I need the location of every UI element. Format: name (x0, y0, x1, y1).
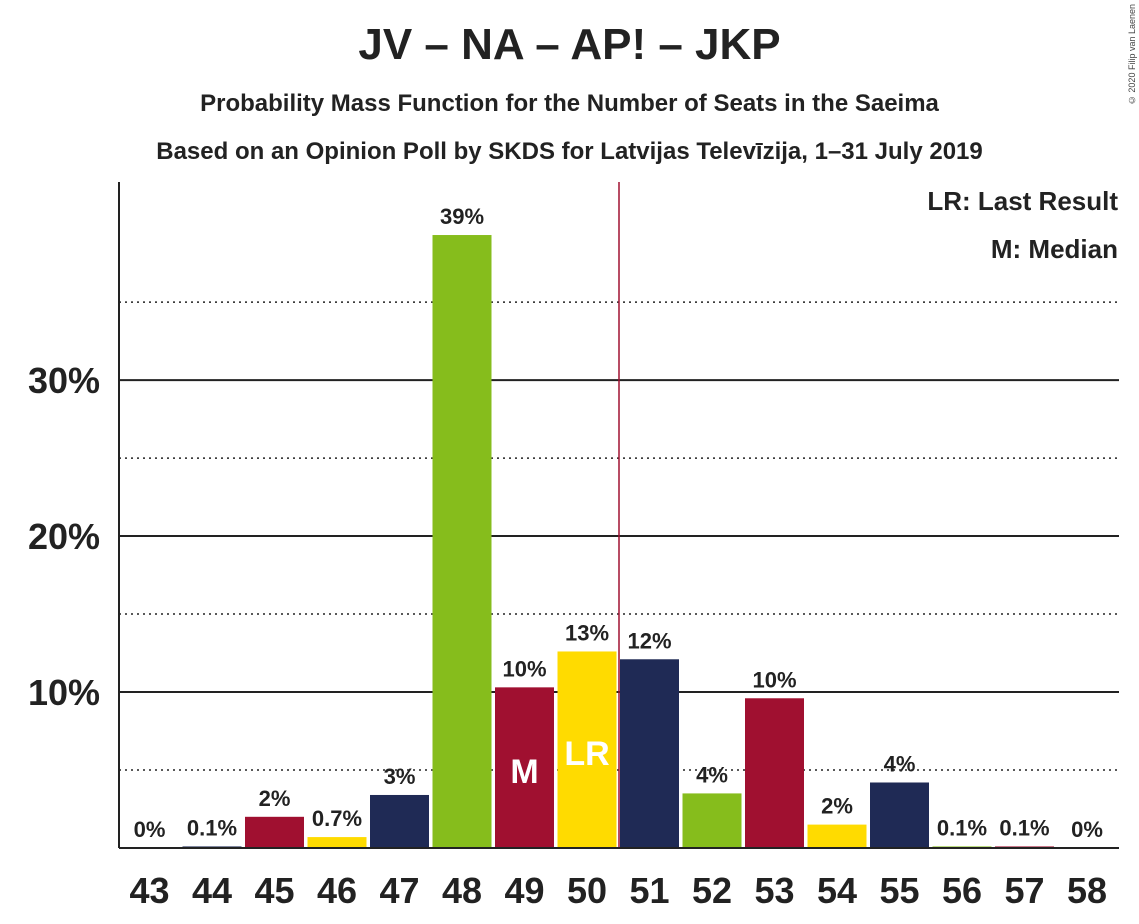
x-tick-label-53: 53 (754, 870, 794, 911)
bar-47 (370, 794, 429, 848)
bar-49 (495, 687, 554, 848)
value-label-45: 2% (259, 786, 291, 811)
x-tick-label-56: 56 (942, 870, 982, 911)
y-tick-label: 20% (28, 516, 100, 557)
x-tick-label-55: 55 (879, 870, 919, 911)
bar-52 (682, 793, 742, 848)
value-label-47: 3% (384, 764, 416, 789)
value-label-43: 0% (134, 817, 166, 842)
last-result-marker: LR (564, 735, 609, 773)
bars (182, 235, 1054, 848)
x-tick-label-58: 58 (1067, 870, 1107, 911)
x-tick-label-46: 46 (317, 870, 357, 911)
bar-50 (557, 651, 617, 848)
bar-45 (245, 816, 304, 848)
value-label-50: 13% (565, 620, 609, 645)
value-label-55: 4% (884, 751, 916, 776)
bar-48 (432, 235, 492, 848)
legend-last-result: LR: Last Result (927, 186, 1118, 216)
legend-median: M: Median (991, 234, 1118, 264)
value-label-53: 10% (752, 667, 796, 692)
value-label-49: 10% (502, 656, 546, 681)
x-tick-label-48: 48 (442, 870, 482, 911)
x-tick-label-43: 43 (129, 870, 169, 911)
value-label-54: 2% (821, 794, 853, 819)
annotations: 0% 43 0.1% 44 2% 45 0.7% 46 3% 47 39% 48 10% 49 13% 50 1… (119, 182, 1119, 911)
value-label-48: 39% (440, 204, 484, 229)
x-tick-label-50: 50 (567, 870, 607, 911)
chart-title: JV – NA – AP! – JKP (358, 20, 781, 69)
x-tick-label-57: 57 (1004, 870, 1044, 911)
chart-subtitle-source: Based on an Opinion Poll by SKDS for Lat… (156, 138, 983, 165)
x-tick-label-44: 44 (192, 870, 232, 911)
value-label-51: 12% (627, 628, 671, 653)
chart-subtitle: Probability Mass Function for the Number… (200, 90, 939, 117)
median-marker: M (510, 753, 538, 791)
x-tick-label-45: 45 (254, 870, 294, 911)
value-label-58: 0% (1071, 817, 1103, 842)
x-tick-label-54: 54 (817, 870, 857, 911)
x-tick-label-49: 49 (504, 870, 544, 911)
x-tick-label-52: 52 (692, 870, 732, 911)
y-tick-label: 30% (28, 360, 100, 401)
y-tick-label: 10% (28, 672, 100, 713)
bar-54 (807, 824, 867, 848)
bar-51 (620, 659, 679, 848)
value-label-52: 4% (696, 762, 728, 787)
bar-46 (307, 837, 367, 848)
bar-53 (745, 698, 804, 848)
x-tick-label-47: 47 (379, 870, 419, 911)
value-label-44: 0.1% (187, 815, 237, 840)
value-label-46: 0.7% (312, 806, 362, 831)
value-label-56: 0.1% (937, 815, 987, 840)
value-label-57: 0.1% (999, 815, 1049, 840)
x-tick-label-51: 51 (629, 870, 669, 911)
bar-55 (870, 782, 929, 848)
